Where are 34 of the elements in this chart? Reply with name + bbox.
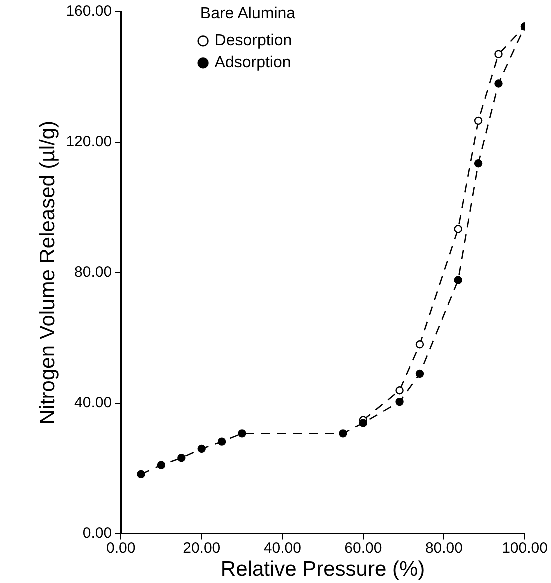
point (454, 225, 462, 234)
point (339, 430, 348, 438)
x-tick-label: 20.00 (183, 540, 221, 557)
point (218, 438, 226, 446)
legend-label: Adsorption (214, 54, 292, 72)
point (474, 116, 483, 126)
x-tick-label: 40.00 (264, 540, 302, 557)
point (416, 370, 424, 378)
point (238, 430, 246, 438)
x-axis-title: Relative Pressure (%) (220, 558, 426, 582)
x-tick-label: 100.00 (502, 540, 548, 557)
point (137, 470, 146, 479)
x-tick-label: 60.00 (344, 540, 382, 557)
point (494, 50, 503, 58)
legend-label: Desorption (214, 32, 292, 50)
point (396, 398, 404, 406)
point (494, 80, 503, 88)
point (454, 276, 462, 284)
point (157, 461, 166, 470)
y-tick-label: 0.00 (82, 524, 112, 542)
y-tick-label: 40.00 (74, 394, 112, 412)
legend-title: Bare Alumina (200, 5, 296, 22)
point (396, 386, 404, 395)
point (416, 340, 424, 349)
x-tick-label: 0.00 (106, 540, 136, 557)
y-tick-label: 120.00 (66, 134, 112, 151)
y-axis-title: Nitrogen Volume Released (µl/g) (36, 120, 60, 425)
y-tick-label: 80.00 (74, 264, 112, 282)
point (198, 444, 206, 454)
point (178, 454, 186, 462)
x-tick-label: 80.00 (425, 540, 463, 557)
y-tick-label: 160.00 (66, 3, 112, 20)
point (359, 419, 368, 428)
point (474, 160, 483, 168)
